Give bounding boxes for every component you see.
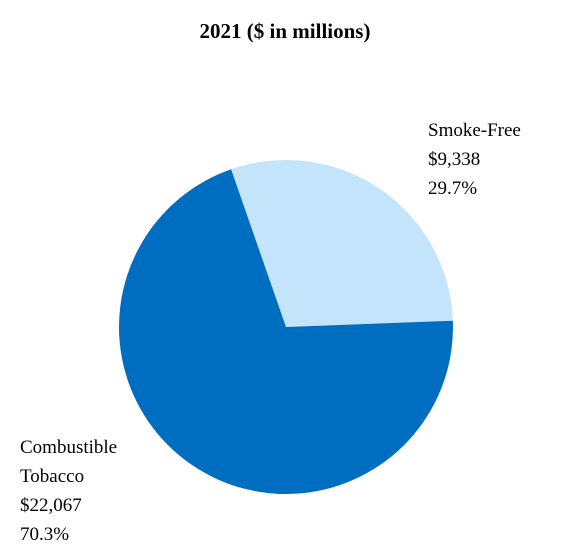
chart-title: 2021 ($ in millions) [200,19,371,43]
pie-slice-combustible-tobacco [118,169,453,495]
label-combustible-tobacco: Combustible Tobacco $22,067 70.3% [20,437,122,545]
label-combustible-value: $22,067 [20,495,82,516]
label-smoke-free: Smoke-Free $9,338 29.7% [428,120,526,199]
label-combustible-name-1: Combustible [20,437,117,458]
pie-slice-smoke-free [231,160,453,327]
label-smoke-free-name: Smoke-Free [428,120,521,141]
label-combustible-percent: 70.3% [20,524,69,545]
label-smoke-free-percent: 29.7% [428,178,477,199]
label-combustible-name-2: Tobacco [20,466,84,487]
pie-slices [118,160,453,495]
label-smoke-free-value: $9,338 [428,149,480,170]
